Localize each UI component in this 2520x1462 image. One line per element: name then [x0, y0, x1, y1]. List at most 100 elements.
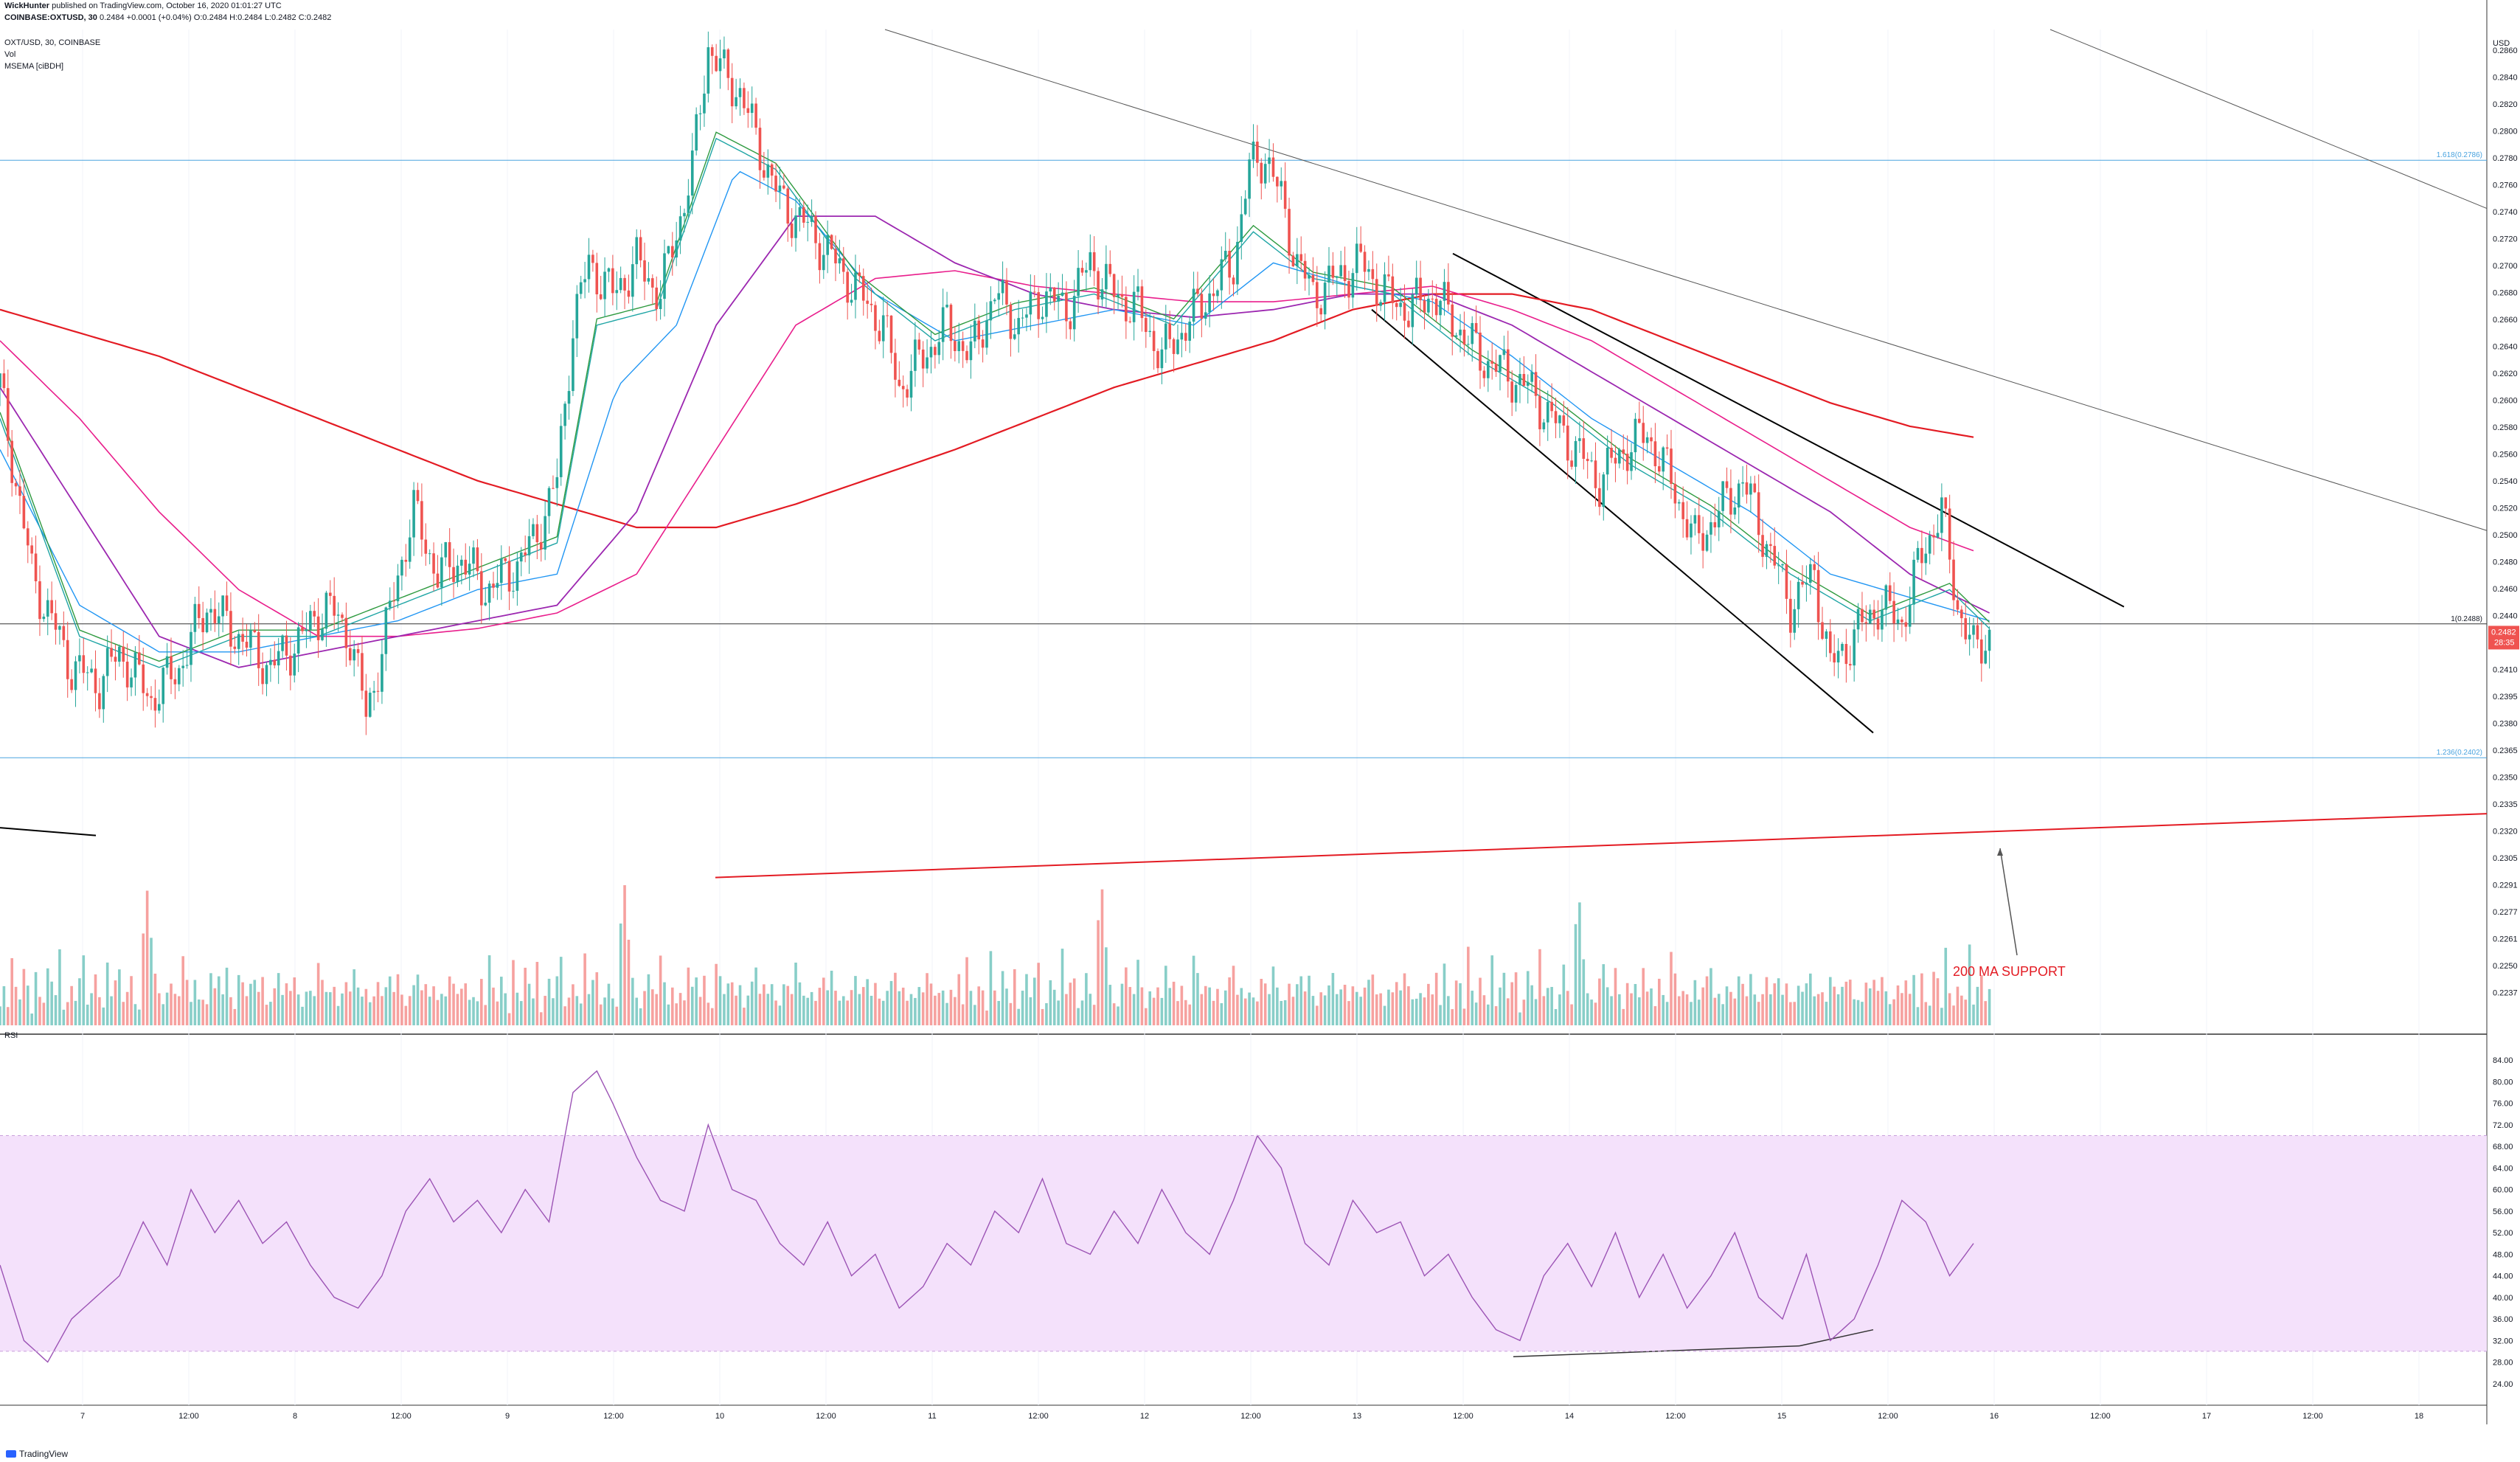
volume-bar	[1232, 966, 1235, 1025]
volume-bar	[193, 980, 197, 1025]
candle-body	[1252, 141, 1255, 160]
volume-bar	[1220, 1003, 1223, 1025]
candle-body	[492, 583, 495, 588]
volume-bar	[289, 991, 292, 1025]
volume-bar	[1223, 990, 1227, 1025]
trendline-long	[884, 29, 2488, 531]
tradingview-logo[interactable]: TradingView	[6, 1449, 68, 1459]
candle-body	[575, 294, 579, 339]
candle-body	[651, 278, 654, 288]
volume-bar	[572, 984, 575, 1025]
candle-body	[1642, 423, 1645, 443]
candle-body	[934, 347, 937, 356]
candle-body	[321, 628, 324, 640]
volume-bar	[667, 1004, 670, 1025]
volume-bar	[249, 983, 252, 1025]
candle-body	[1625, 454, 1629, 471]
candle-body	[281, 635, 284, 651]
volume-bar	[1085, 973, 1088, 1025]
volume-bar	[1482, 995, 1486, 1025]
volume-bar	[544, 996, 546, 1025]
candle-body	[1439, 300, 1442, 316]
candle-body	[484, 603, 487, 606]
volume-bar	[1148, 991, 1152, 1025]
candle-body	[177, 668, 181, 685]
candle-body	[361, 653, 364, 691]
volume-bar	[547, 978, 551, 1025]
candle-body	[969, 341, 973, 361]
volume-bar	[1757, 1002, 1760, 1025]
candle-body	[82, 655, 86, 673]
candle-body	[1248, 159, 1251, 199]
candle-body	[1271, 157, 1275, 177]
volume-bar	[1522, 1000, 1526, 1025]
candle-body	[1125, 297, 1128, 322]
candle-body	[516, 561, 519, 591]
volume-bar	[1439, 1005, 1442, 1025]
candle-body	[1510, 381, 1513, 403]
fib-level-label: 1(0.2488)	[2451, 615, 2482, 623]
volume-bar	[1156, 987, 1159, 1025]
candle-body	[826, 235, 830, 255]
volume-bar	[296, 994, 300, 1025]
candle-body	[929, 347, 933, 358]
time-tick-label: 12:00	[1028, 1412, 1049, 1421]
volume-bar	[1447, 996, 1450, 1025]
volume-bar	[619, 923, 622, 1025]
candle-body	[766, 164, 770, 178]
candle-body	[858, 272, 861, 277]
candle-body	[1546, 401, 1549, 423]
candle-body	[1494, 364, 1498, 372]
volume-bar	[18, 999, 21, 1025]
candle-body	[1665, 447, 1669, 449]
candle-body	[1232, 277, 1235, 285]
volume-bar	[1793, 1002, 1797, 1025]
volume-bar	[1833, 986, 1836, 1025]
volume-bar	[989, 951, 993, 1025]
volume-bar	[173, 994, 177, 1025]
volume-bar	[841, 996, 845, 1025]
candle-body	[1216, 290, 1219, 297]
volume-bar	[735, 995, 737, 1025]
volume-bar	[381, 996, 383, 1025]
candle-body	[663, 253, 666, 299]
volume-bar	[814, 1000, 817, 1025]
volume-bar	[42, 1002, 46, 1025]
candle-body	[38, 581, 41, 620]
candle-body	[1375, 279, 1378, 306]
ema-lines	[0, 131, 1990, 668]
volume-bar	[1578, 902, 1581, 1025]
volume-bar	[1884, 991, 1888, 1025]
candle-body	[448, 542, 451, 567]
volume-bar	[273, 988, 277, 1025]
volume-bar	[1856, 1000, 1860, 1025]
candle-body	[1864, 622, 1868, 624]
candle-body	[487, 583, 491, 603]
rsi-tick-label: 28.00	[2493, 1359, 2513, 1368]
volume-bar	[1872, 980, 1875, 1025]
candle-body	[954, 341, 957, 351]
volume-bar	[38, 997, 41, 1025]
candle-body	[1657, 466, 1661, 472]
candle-body	[1924, 553, 1928, 564]
candle-body	[396, 575, 400, 602]
candle-body	[567, 391, 571, 404]
candle-body	[1892, 600, 1895, 624]
candle-body	[1415, 277, 1418, 295]
volume-bar	[881, 1000, 885, 1025]
volume-bar	[1638, 997, 1641, 1025]
candle-body	[889, 315, 893, 353]
volume-bar	[1610, 996, 1613, 1025]
candle-body	[1136, 286, 1139, 292]
candle-body	[70, 679, 73, 690]
volume-bar	[1188, 1004, 1191, 1025]
volume-bar	[1944, 947, 1948, 1025]
volume-bar	[1510, 982, 1513, 1025]
candle-body	[1809, 564, 1812, 583]
volume-bar	[105, 962, 109, 1025]
candle-body	[1355, 243, 1358, 274]
volume-bar	[1419, 993, 1422, 1025]
candle-body	[1427, 298, 1430, 313]
candle-body	[416, 490, 420, 502]
